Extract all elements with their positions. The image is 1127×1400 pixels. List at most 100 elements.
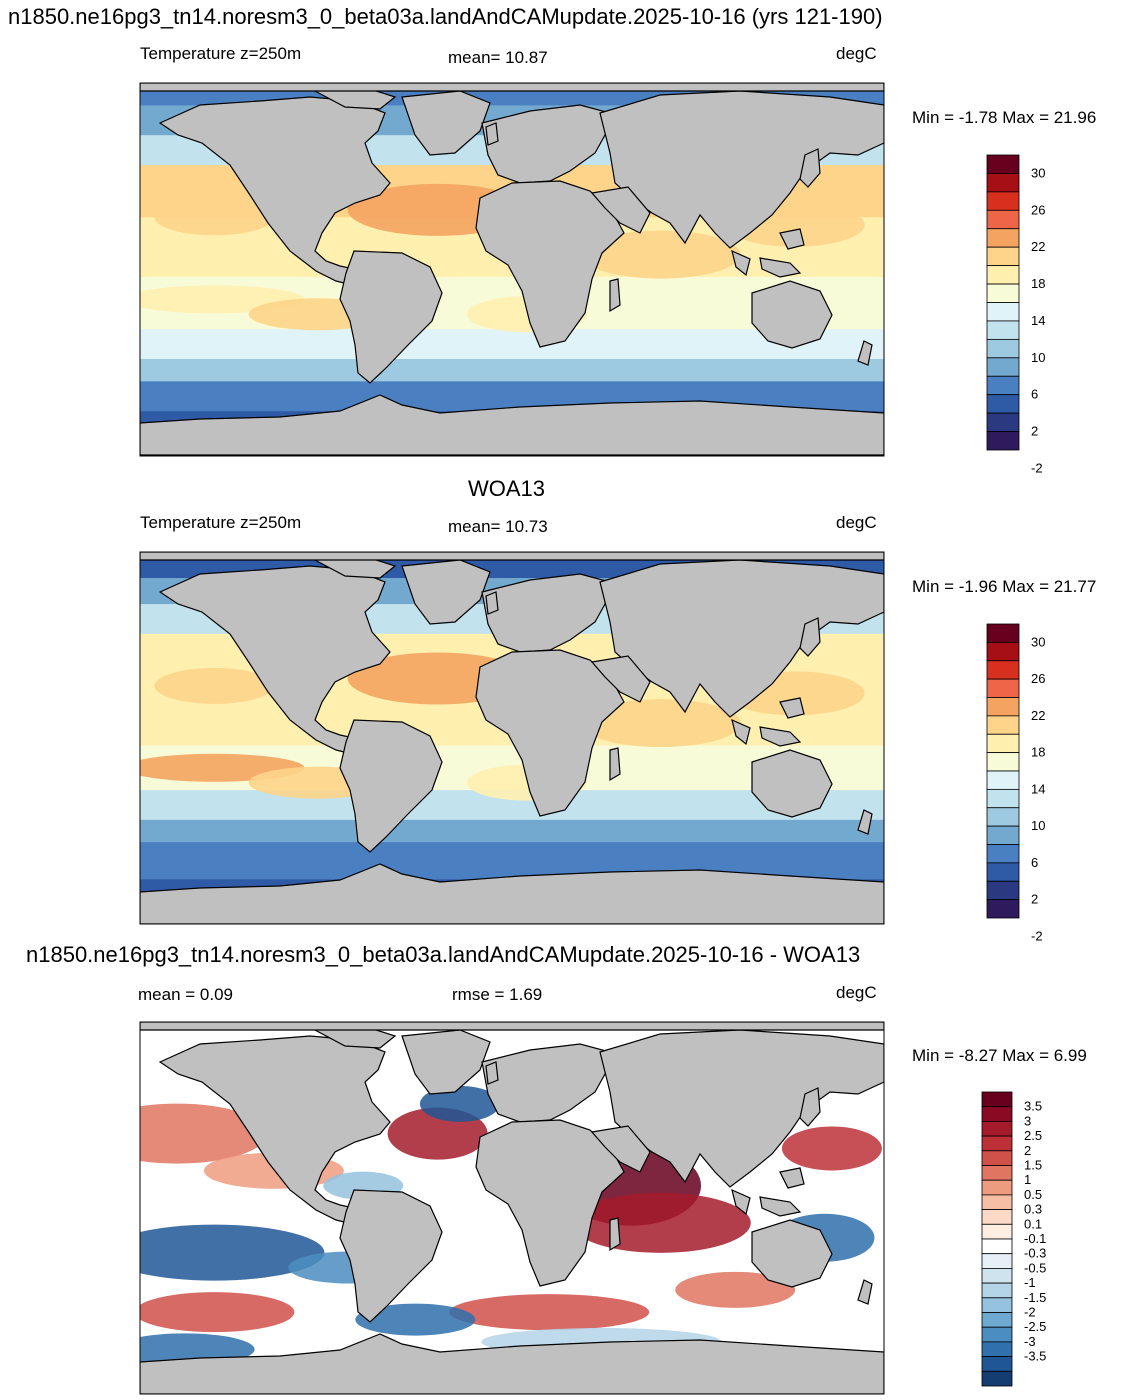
panel1-minmax-label: Min = -1.78 Max = 21.96 (912, 108, 1097, 127)
temperature-band (140, 359, 884, 383)
colorbar-tick-label: -3 (1024, 1334, 1036, 1349)
colorbar-2: 30 26 22 18 14 10 6 2 -2 (986, 623, 1045, 943)
colorbar-tick-label: -0.1 (1024, 1231, 1046, 1246)
colorbar-tick-label: 26 (1031, 671, 1045, 686)
panel2-variable-label: Temperature z=250m (140, 513, 302, 532)
panel3-rmse-label: rmse = 1.69 (452, 985, 543, 1004)
panel3-mean-label: mean = 0.09 (138, 985, 233, 1004)
colorbar-tick-label: 0.5 (1024, 1187, 1042, 1202)
colorbar-swatch (986, 191, 1020, 211)
panel3-units-label: degC (836, 983, 877, 1002)
colorbar-swatch (981, 1297, 1013, 1313)
map-frame (139, 551, 885, 925)
anomaly-region (355, 1303, 476, 1336)
colorbar-tick-label: 30 (1031, 634, 1045, 649)
colorbar-swatch (986, 862, 1020, 882)
colorbar-tick-label: 1 (1024, 1172, 1031, 1187)
anomaly-region (781, 1126, 882, 1171)
main-title: n1850.ne16pg3_tn14.noresm3_0_beta03a.lan… (8, 4, 883, 29)
colorbar-swatch (981, 1135, 1013, 1152)
panel2-units-label: degC (836, 513, 877, 532)
temperature-band (140, 819, 884, 844)
colorbar-tick-label: -2 (1024, 1305, 1036, 1320)
colorbar-swatch (986, 246, 1020, 267)
colorbar-swatch (981, 1326, 1013, 1343)
colorbar-tick-label: -1 (1024, 1275, 1036, 1290)
colorbar-swatch (986, 788, 1020, 809)
colorbar-swatch (981, 1091, 1013, 1108)
colorbar-3: 3.532.521.510.50.30.1-0.1-0.3-0.5-1-1.5-… (981, 1091, 1046, 1387)
warm-region (154, 199, 275, 236)
colorbar-swatch (986, 660, 1020, 680)
colorbar-tick-label: 18 (1031, 276, 1045, 291)
colorbar-swatch (981, 1268, 1013, 1284)
anomaly-region (140, 1103, 268, 1164)
warm-region (580, 230, 741, 279)
colorbar-1: 30 26 22 18 14 10 6 2 -2 (986, 154, 1045, 475)
anomaly-region (140, 1224, 325, 1281)
colorbar-tick-label: 30 (1031, 165, 1045, 180)
colorbar-swatch (981, 1194, 1013, 1211)
colorbar-swatch (986, 228, 1020, 248)
colorbar-swatch (986, 320, 1020, 340)
colorbar-swatch (986, 209, 1020, 230)
colorbar-swatch (986, 283, 1020, 303)
colorbar-tick-label: -0.3 (1024, 1246, 1046, 1261)
colorbar-swatch (986, 265, 1020, 285)
colorbar-swatch (986, 880, 1020, 901)
colorbar-swatch (981, 1370, 1013, 1387)
anomaly-region (449, 1294, 650, 1331)
colorbar-swatch (986, 623, 1020, 643)
colorbar-swatch (986, 412, 1020, 432)
colorbar-swatch (981, 1165, 1013, 1181)
colorbar-swatch (986, 641, 1020, 662)
colorbar-tick-label: 0.3 (1024, 1202, 1042, 1217)
colorbar-tick-label: 26 (1031, 202, 1045, 217)
colorbar-swatch (986, 733, 1020, 754)
colorbar-tick-label: 22 (1031, 708, 1045, 723)
panel3-title: n1850.ne16pg3_tn14.noresm3_0_beta03a.lan… (26, 942, 861, 967)
colorbar-tick-label: -2 (1031, 460, 1043, 475)
colorbar-tick-label: 3.5 (1024, 1099, 1042, 1114)
colorbar-swatch (986, 678, 1020, 698)
colorbar-tick-label: 2 (1031, 892, 1038, 907)
colorbar-tick-label: 2 (1031, 424, 1038, 439)
temperature-band (140, 329, 884, 361)
colorbar-swatch (986, 431, 1020, 451)
colorbar-swatch (981, 1253, 1013, 1269)
colorbar-swatch (986, 154, 1020, 174)
anomaly-region (675, 1271, 796, 1308)
map-panel-2 (139, 551, 885, 925)
colorbar-swatch (986, 338, 1020, 359)
colorbar-swatch (981, 1341, 1013, 1358)
colorbar-tick-label: 2 (1024, 1143, 1031, 1158)
colorbar-swatch (986, 844, 1020, 864)
colorbar-tick-label: 10 (1031, 818, 1045, 833)
panel2-minmax-label: Min = -1.96 Max = 21.77 (912, 577, 1097, 596)
colorbar-swatch (986, 394, 1020, 414)
map-frame (139, 1021, 885, 1395)
colorbar-swatch (986, 715, 1020, 735)
colorbar-swatch (981, 1150, 1013, 1166)
panel1-variable-label: Temperature z=250m (140, 44, 302, 63)
colorbar-tick-label: 3 (1024, 1113, 1031, 1128)
anomaly-region (419, 1085, 500, 1122)
colorbar-tick-label: 2.5 (1024, 1128, 1042, 1143)
colorbar-swatch (986, 173, 1020, 193)
warm-region (580, 699, 741, 748)
colorbar-tick-label: -2.5 (1024, 1319, 1046, 1334)
colorbar-tick-label: 18 (1031, 745, 1045, 760)
panel2-title: WOA13 (468, 476, 546, 501)
colorbar-swatch (981, 1209, 1013, 1225)
colorbar-tick-label: -3.5 (1024, 1349, 1046, 1364)
colorbar-tick-label: -2 (1031, 928, 1043, 943)
colorbar-swatch (986, 807, 1020, 827)
colorbar-swatch (986, 770, 1020, 790)
panel1-mean-label: mean= 10.87 (448, 48, 548, 67)
map-frame (139, 82, 885, 457)
colorbar-tick-label: 14 (1031, 313, 1045, 328)
colorbar-swatch (986, 375, 1020, 396)
colorbar-swatch (981, 1238, 1013, 1255)
warm-region (154, 667, 275, 704)
